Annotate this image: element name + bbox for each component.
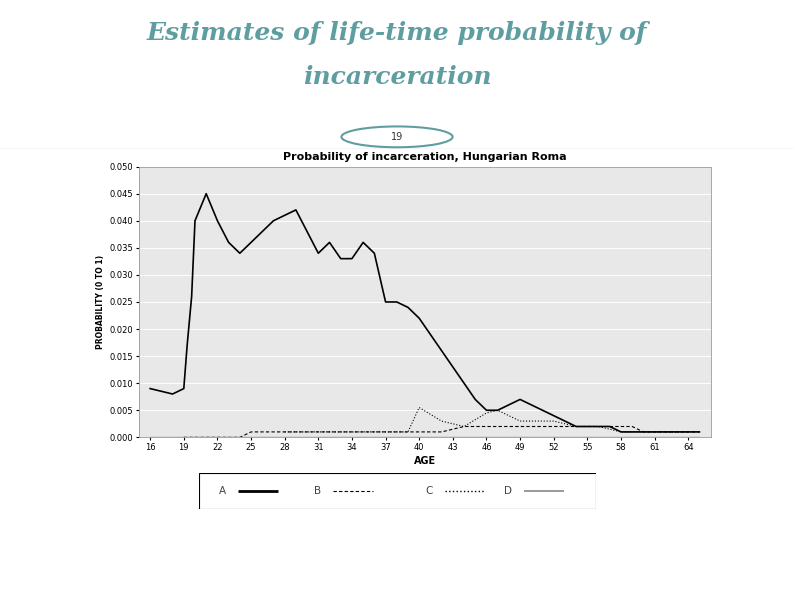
- Title: Probability of incarceration, Hungarian Roma: Probability of incarceration, Hungarian …: [283, 152, 567, 162]
- Y-axis label: PROBABILITY (0 TO 1): PROBABILITY (0 TO 1): [97, 255, 106, 349]
- Text: Estimates of life-time probability of: Estimates of life-time probability of: [147, 21, 647, 45]
- Text: A: A: [219, 486, 225, 496]
- Text: Note: Figure shows estimated probabilities of incarceration for Roma by their le: Note: Figure shows estimated probabiliti…: [12, 530, 529, 568]
- Text: incarceration: incarceration: [303, 65, 491, 89]
- Text: 19: 19: [391, 132, 403, 142]
- X-axis label: AGE: AGE: [414, 456, 436, 466]
- Text: D: D: [504, 486, 512, 496]
- FancyBboxPatch shape: [198, 473, 596, 509]
- Text: C: C: [425, 486, 433, 496]
- Text: B: B: [314, 486, 321, 496]
